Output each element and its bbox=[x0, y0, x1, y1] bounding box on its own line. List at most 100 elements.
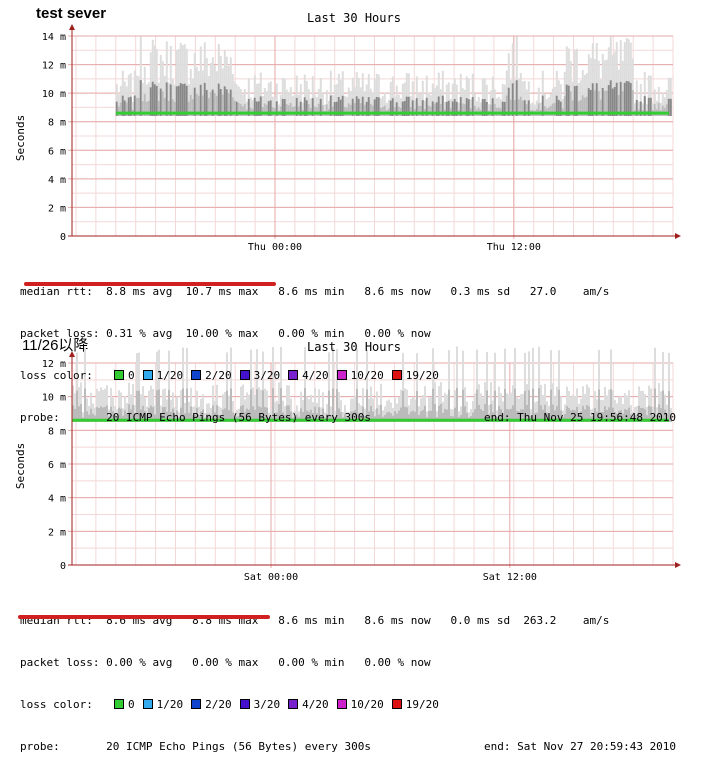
smoke-column-inner bbox=[429, 106, 432, 116]
smoke-column bbox=[586, 384, 588, 422]
smoke-column bbox=[389, 81, 392, 116]
smoke-column-inner bbox=[156, 390, 158, 422]
loss-color-text: 0 bbox=[128, 369, 135, 382]
smoke-column bbox=[278, 382, 280, 422]
smoke-column bbox=[308, 399, 310, 422]
smoke-column bbox=[504, 348, 506, 422]
smoke-column bbox=[175, 50, 178, 117]
smoke-column-inner bbox=[609, 80, 612, 116]
smoke-column-inner bbox=[412, 410, 414, 422]
smoke-column-inner bbox=[454, 407, 456, 422]
smoke-column-inner bbox=[349, 104, 352, 116]
smoke-column bbox=[206, 403, 208, 422]
smoke-column bbox=[147, 82, 150, 116]
y-tick-label: 10 m bbox=[42, 89, 66, 100]
smoke-column bbox=[108, 409, 110, 422]
smoke-column-inner bbox=[669, 98, 672, 116]
smoke-column-inner bbox=[400, 407, 402, 422]
smoke-column bbox=[229, 57, 232, 116]
smoke-column bbox=[169, 45, 172, 116]
smoke-column bbox=[432, 348, 434, 422]
smoke-column bbox=[176, 396, 178, 422]
smoke-column-inner bbox=[639, 101, 642, 116]
smoke-column-inner bbox=[177, 85, 180, 116]
probe-line: probe: 20 ICMP Echo Pings (56 Bytes) eve… bbox=[20, 740, 676, 754]
smoke-column bbox=[142, 386, 144, 422]
smoke-column-inner bbox=[461, 103, 464, 116]
smoke-column bbox=[303, 74, 306, 116]
smoke-column-inner bbox=[130, 409, 132, 422]
smoke-column bbox=[340, 400, 342, 422]
smoke-column bbox=[207, 75, 210, 116]
smoke-column-inner bbox=[438, 405, 440, 422]
smoke-column bbox=[450, 408, 452, 422]
smoke-column-inner bbox=[658, 404, 660, 422]
smoke-column bbox=[626, 395, 628, 422]
smoke-column-inner bbox=[622, 413, 624, 422]
smoke-column-inner bbox=[556, 406, 558, 422]
loss-color-swatch bbox=[239, 699, 250, 709]
probe-text: probe: 20 ICMP Echo Pings (56 Bytes) eve… bbox=[20, 411, 371, 424]
smoke-column bbox=[539, 102, 542, 116]
smoke-column-inner bbox=[370, 405, 372, 422]
smoke-column bbox=[645, 104, 648, 116]
y-tick-label: 2 m bbox=[48, 203, 66, 214]
smoke-column-inner bbox=[198, 415, 200, 422]
smoke-column-inner bbox=[241, 106, 244, 116]
smoke-column bbox=[570, 396, 572, 422]
smoke-column bbox=[293, 94, 296, 116]
smoke-column bbox=[280, 346, 282, 422]
smoke-column bbox=[579, 80, 582, 116]
smoke-column-inner bbox=[491, 98, 494, 116]
smoke-column-inner bbox=[568, 408, 570, 422]
smoke-column bbox=[593, 58, 596, 116]
smoke-column-inner bbox=[586, 405, 588, 422]
smoke-column bbox=[536, 401, 538, 422]
loss-color-item: 4/20 bbox=[288, 698, 329, 712]
smoke-column bbox=[311, 76, 314, 116]
smoke-column bbox=[291, 95, 294, 116]
smoke-column bbox=[556, 386, 558, 422]
smoke-column-inner bbox=[665, 104, 668, 116]
smoke-column bbox=[554, 396, 556, 422]
smoke-column-inner bbox=[176, 410, 178, 422]
smoke-column bbox=[614, 399, 616, 422]
smoke-column-inner bbox=[138, 390, 140, 422]
smoke-column bbox=[434, 382, 436, 422]
smoke-column bbox=[173, 84, 176, 116]
smoke-column bbox=[189, 69, 192, 116]
smoke-column bbox=[306, 396, 308, 422]
smoke-column-inner bbox=[430, 410, 432, 422]
smoke-column bbox=[638, 386, 640, 422]
smoke-column bbox=[359, 87, 362, 116]
smoke-column-inner bbox=[191, 99, 194, 116]
smoke-column-inner bbox=[577, 101, 580, 116]
smoke-column-inner bbox=[140, 409, 142, 422]
smoke-column bbox=[149, 52, 152, 116]
smoke-column bbox=[230, 347, 232, 422]
smoke-column bbox=[417, 93, 420, 116]
smoke-column-inner bbox=[139, 80, 142, 116]
smoke-column bbox=[205, 58, 208, 116]
smoke-column bbox=[266, 390, 268, 422]
smoke-column-inner bbox=[640, 408, 642, 422]
smoke-column bbox=[347, 87, 350, 116]
y-tick-label: 10 m bbox=[42, 393, 66, 404]
smoke-column bbox=[313, 94, 316, 116]
smoke-column-inner bbox=[584, 409, 586, 422]
loss-color-label: loss color: bbox=[20, 369, 93, 382]
y-tick-label: 12 m bbox=[42, 359, 66, 370]
smoke-column bbox=[348, 412, 350, 422]
smoke-column-inner bbox=[283, 99, 286, 116]
smoke-column bbox=[455, 84, 458, 116]
smoke-column-inner bbox=[269, 100, 272, 116]
smoke-column-inner bbox=[155, 85, 158, 116]
smoke-column-inner bbox=[620, 410, 622, 422]
smoke-column bbox=[447, 82, 450, 116]
smoke-column bbox=[267, 82, 270, 116]
smoke-column-inner bbox=[295, 97, 298, 116]
smoke-column-inner bbox=[196, 407, 198, 422]
smoke-column bbox=[184, 402, 186, 422]
smoke-column bbox=[595, 42, 598, 116]
smoke-column bbox=[646, 406, 648, 422]
